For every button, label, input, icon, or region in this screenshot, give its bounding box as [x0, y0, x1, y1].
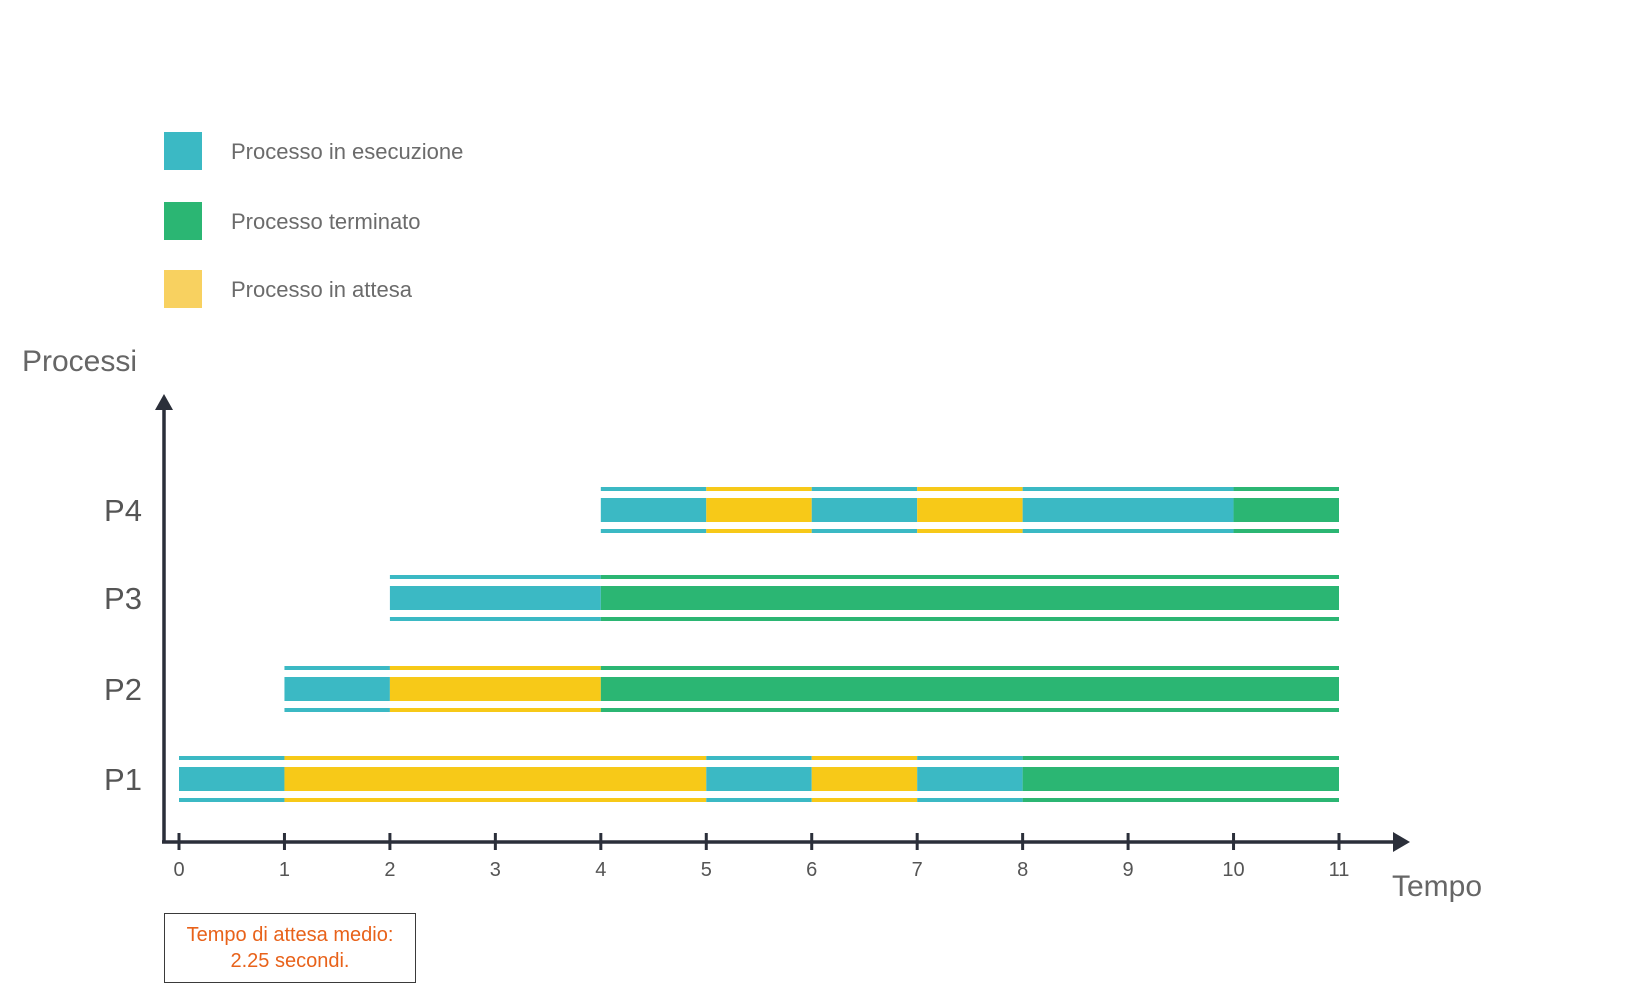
x-tick-label-6: 6: [806, 859, 817, 881]
rail-top-p4-2: [811, 487, 918, 491]
segment-p4-running-4: [1022, 498, 1234, 522]
segment-p1-running-0: [179, 767, 285, 791]
segment-p1-terminated-5: [1022, 767, 1339, 791]
segment-p1-running-2: [706, 767, 812, 791]
rail-top-p1-4: [917, 756, 1023, 760]
row-p4: [600, 487, 1339, 533]
row-labels: P1 P2 P3 P4: [104, 493, 142, 797]
legend-label-waiting: Processo in attesa: [231, 277, 413, 302]
segment-p4-waiting-1: [706, 498, 812, 522]
rail-top-p4-1: [706, 487, 812, 491]
rail-top-p2-0: [284, 666, 390, 670]
average-wait-line-1: Tempo di attesa medio:: [186, 924, 394, 946]
x-tick-label-0: 0: [173, 859, 184, 881]
rail-top-p4-4: [1022, 487, 1234, 491]
rail-bottom-p4-3: [917, 529, 1023, 533]
x-tick-label-5: 5: [701, 859, 712, 881]
legend-swatch-terminated: [164, 202, 202, 240]
rail-bottom-p1-5: [1022, 798, 1339, 802]
rail-top-p1-1: [284, 756, 707, 760]
tick-labels: 0 1 2 3 4 5 6 7 8 9 10 11: [173, 859, 1349, 881]
x-tick-label-10: 10: [1222, 859, 1244, 881]
rail-bottom-p2-2: [600, 708, 1339, 712]
rail-top-p2-2: [600, 666, 1339, 670]
rail-top-p4-3: [917, 487, 1023, 491]
segment-p4-running-0: [600, 498, 707, 522]
segment-p2-running-0: [284, 677, 390, 701]
rail-bottom-p4-4: [1022, 529, 1234, 533]
rail-top-p4-0: [600, 487, 707, 491]
row-label-p2: P2: [104, 672, 142, 707]
rail-top-p1-2: [706, 756, 812, 760]
y-axis-arrow: [155, 394, 173, 410]
x-tick-label-7: 7: [912, 859, 923, 881]
segment-p3-running-0: [389, 586, 601, 610]
legend-label-running: Processo in esecuzione: [231, 139, 463, 164]
row-label-p4: P4: [104, 493, 142, 528]
average-wait-line-2: 2.25 secondi.: [230, 950, 350, 972]
rail-bottom-p4-2: [811, 529, 918, 533]
row-label-p1: P1: [104, 762, 142, 797]
legend: Processo in esecuzione Processo terminato…: [164, 132, 463, 308]
rail-bottom-p2-0: [284, 708, 390, 712]
y-axis-title: Processi: [22, 345, 137, 378]
legend-label-terminated: Processo terminato: [231, 209, 421, 234]
x-axis-arrow: [1393, 832, 1410, 852]
segment-p1-waiting-1: [284, 767, 707, 791]
rail-top-p1-5: [1022, 756, 1339, 760]
segment-p4-waiting-3: [917, 498, 1023, 522]
segment-p4-running-2: [811, 498, 918, 522]
rail-top-p3-0: [389, 575, 601, 579]
segment-p2-terminated-2: [600, 677, 1339, 701]
row-label-p3: P3: [104, 581, 142, 616]
segment-p4-terminated-5: [1233, 498, 1339, 522]
x-axis-title: Tempo: [1392, 870, 1482, 903]
row-p3: [389, 575, 1339, 621]
segment-p2-waiting-1: [389, 677, 601, 701]
bars: [179, 487, 1339, 802]
legend-swatch-running: [164, 132, 202, 170]
rail-top-p4-5: [1233, 487, 1339, 491]
rail-bottom-p1-3: [811, 798, 918, 802]
rail-bottom-p3-1: [600, 617, 1339, 621]
average-wait-note: Tempo di attesa medio: 2.25 secondi.: [164, 913, 416, 983]
rail-bottom-p1-2: [706, 798, 812, 802]
x-tick-label-3: 3: [490, 859, 501, 881]
axes: [155, 394, 1410, 852]
segment-p3-terminated-1: [600, 586, 1339, 610]
rail-bottom-p1-1: [284, 798, 707, 802]
rail-top-p1-3: [811, 756, 918, 760]
rail-top-p2-1: [389, 666, 601, 670]
rail-bottom-p4-0: [600, 529, 707, 533]
row-p1: [179, 756, 1339, 802]
x-tick-label-11: 11: [1329, 859, 1350, 881]
rail-bottom-p4-5: [1233, 529, 1339, 533]
rail-bottom-p1-4: [917, 798, 1023, 802]
x-tick-label-1: 1: [279, 859, 290, 881]
segment-p1-running-4: [917, 767, 1023, 791]
rail-bottom-p1-0: [179, 798, 285, 802]
rail-top-p1-0: [179, 756, 285, 760]
row-p2: [284, 666, 1339, 712]
x-tick-label-2: 2: [384, 859, 395, 881]
x-tick-label-8: 8: [1017, 859, 1028, 881]
rail-bottom-p2-1: [389, 708, 601, 712]
rail-bottom-p3-0: [389, 617, 601, 621]
x-tick-label-9: 9: [1123, 859, 1134, 881]
legend-swatch-waiting: [164, 270, 202, 308]
x-tick-label-4: 4: [595, 859, 606, 881]
segment-p1-waiting-3: [811, 767, 918, 791]
rail-top-p3-1: [600, 575, 1339, 579]
rail-bottom-p4-1: [706, 529, 812, 533]
